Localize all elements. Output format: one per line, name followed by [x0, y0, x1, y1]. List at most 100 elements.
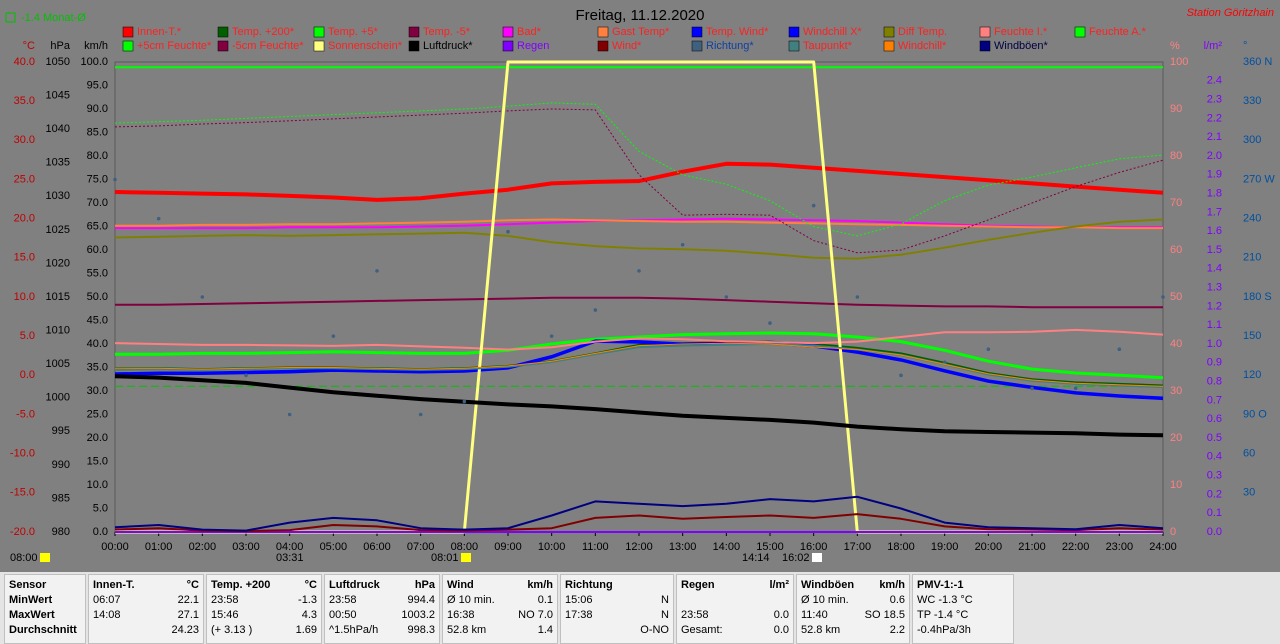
table-cell: MinWert: [9, 594, 53, 606]
x-tick-label: 22:00: [1062, 541, 1090, 553]
y-tick-label: 985: [52, 492, 70, 504]
x-tick-label: 20:00: [975, 541, 1003, 553]
table-cell: 1003.2: [401, 609, 435, 621]
y-tick-label: 50.0: [87, 291, 108, 303]
direction-dot: [462, 399, 467, 404]
table-column: Innen-T. °C 06:07 22.1 14:08 27.1 24.23: [88, 574, 204, 644]
legend-swatch: [502, 40, 514, 52]
y-tick-label: 20.0: [87, 432, 108, 444]
table-cell: WC -1.3 °C: [917, 594, 973, 606]
table-cell: 0.0: [773, 624, 789, 636]
y-tick-label: 1.4: [1207, 263, 1222, 275]
reference-label: -1.4 Monat-Ø: [21, 12, 86, 24]
y-tick-label: 180 S: [1243, 291, 1272, 303]
direction-dot: [549, 334, 554, 338]
table-cell: MaxWert: [9, 609, 55, 621]
y-tick-label: 1035: [46, 157, 70, 169]
y-tick-label: 60: [1170, 244, 1182, 256]
table-cell: 2.2: [889, 624, 905, 636]
y-tick-label: 0.8: [1207, 376, 1222, 388]
series-line: [115, 331, 1164, 380]
legend-swatch: [788, 40, 800, 52]
y-tick-label: 60.0: [87, 244, 108, 256]
y-tick-label: 300: [1243, 134, 1261, 146]
y-tick-label: 330: [1243, 95, 1261, 107]
y-tick-label: 25.0: [87, 408, 108, 420]
y-tick-label: 0.0: [20, 369, 35, 381]
table-cell: l/m²: [769, 579, 789, 591]
table-cell: N: [661, 609, 669, 621]
y-tick-label: 150: [1243, 330, 1261, 342]
legend-swatch: [883, 40, 895, 52]
series-line: [115, 218, 1163, 230]
table-cell: km/h: [879, 579, 905, 591]
legend-label: Wind*: [612, 40, 642, 52]
direction-dot: [156, 216, 161, 221]
direction-dot: [287, 412, 292, 417]
y-tick-label: 0.2: [1207, 488, 1222, 500]
legend-swatch: [979, 26, 991, 38]
y-tick-label: 95.0: [87, 79, 108, 91]
astro-time: 16:02: [782, 552, 810, 564]
y-tick-label: 1040: [46, 123, 70, 135]
y-tick-label: 20.0: [14, 213, 35, 225]
table-cell: Wind: [447, 579, 474, 591]
axis-title: km/h: [84, 40, 108, 52]
table-cell: N: [661, 594, 669, 606]
y-tick-label: 0.5: [1207, 432, 1222, 444]
x-tick-label: 08:00: [451, 541, 479, 553]
direction-dot: [811, 203, 816, 208]
direction-dot: [1073, 386, 1078, 391]
legend-swatch: [691, 26, 703, 38]
y-tick-label: 1025: [46, 224, 70, 236]
direction-dot: [986, 347, 991, 352]
legend-swatch: [408, 26, 420, 38]
legend-label: Temp. -5*: [423, 26, 471, 38]
table-cell: TP -1.4 °C: [917, 609, 969, 621]
y-tick-label: 0.4: [1207, 451, 1222, 463]
table-cell: Ø 10 min.: [447, 594, 495, 606]
y-tick-label: 1.0: [1207, 338, 1222, 350]
table-cell: O-NO: [640, 624, 669, 636]
legend-swatch: [691, 40, 703, 52]
y-tick-label: 15.0: [14, 252, 35, 264]
table-cell: Sensor: [9, 579, 47, 591]
y-tick-label: 20: [1170, 432, 1182, 444]
y-tick-label: 75.0: [87, 173, 108, 185]
y-tick-label: 1.2: [1207, 300, 1222, 312]
y-tick-label: 0.0: [1207, 526, 1222, 538]
y-tick-label: 55.0: [87, 267, 108, 279]
y-tick-label: 60: [1243, 448, 1255, 460]
y-tick-label: 90 O: [1243, 408, 1267, 420]
astro-time: 08:01: [431, 552, 459, 564]
y-tick-label: 1005: [46, 358, 70, 370]
legend-label: Feuchte A.*: [1089, 26, 1147, 38]
y-tick-label: 25.0: [14, 173, 35, 185]
y-tick-label: 1000: [46, 392, 70, 404]
table-cell: 14:08: [93, 609, 121, 621]
direction-dot: [637, 269, 641, 273]
axis-title: hPa: [50, 40, 70, 52]
legend-swatch: [217, 40, 229, 52]
x-tick-label: 11:00: [582, 541, 609, 553]
y-tick-label: 5.0: [20, 330, 35, 342]
y-tick-label: -20.0: [10, 526, 35, 538]
x-tick-label: 10:00: [538, 541, 566, 553]
direction-dot: [680, 242, 685, 247]
y-tick-label: 1.8: [1207, 188, 1222, 200]
table-cell: SO 18.5: [864, 609, 905, 621]
table-cell: Innen-T.: [93, 579, 135, 591]
y-tick-label: 2.1: [1207, 131, 1222, 143]
direction-dot: [200, 295, 205, 299]
table-cell: 27.1: [177, 609, 199, 621]
table-cell: -1.3: [298, 594, 317, 606]
table-cell: 4.3: [301, 609, 317, 621]
astro-time: 14:14: [742, 552, 770, 564]
table-cell: 1.69: [295, 624, 317, 636]
y-tick-label: 35.0: [14, 95, 35, 107]
y-tick-label: 1050: [46, 56, 70, 68]
x-tick-label: 18:00: [887, 541, 915, 553]
y-tick-label: 1.6: [1207, 225, 1222, 237]
table-cell: Gesamt:: [681, 624, 723, 636]
y-tick-label: 995: [52, 425, 70, 437]
